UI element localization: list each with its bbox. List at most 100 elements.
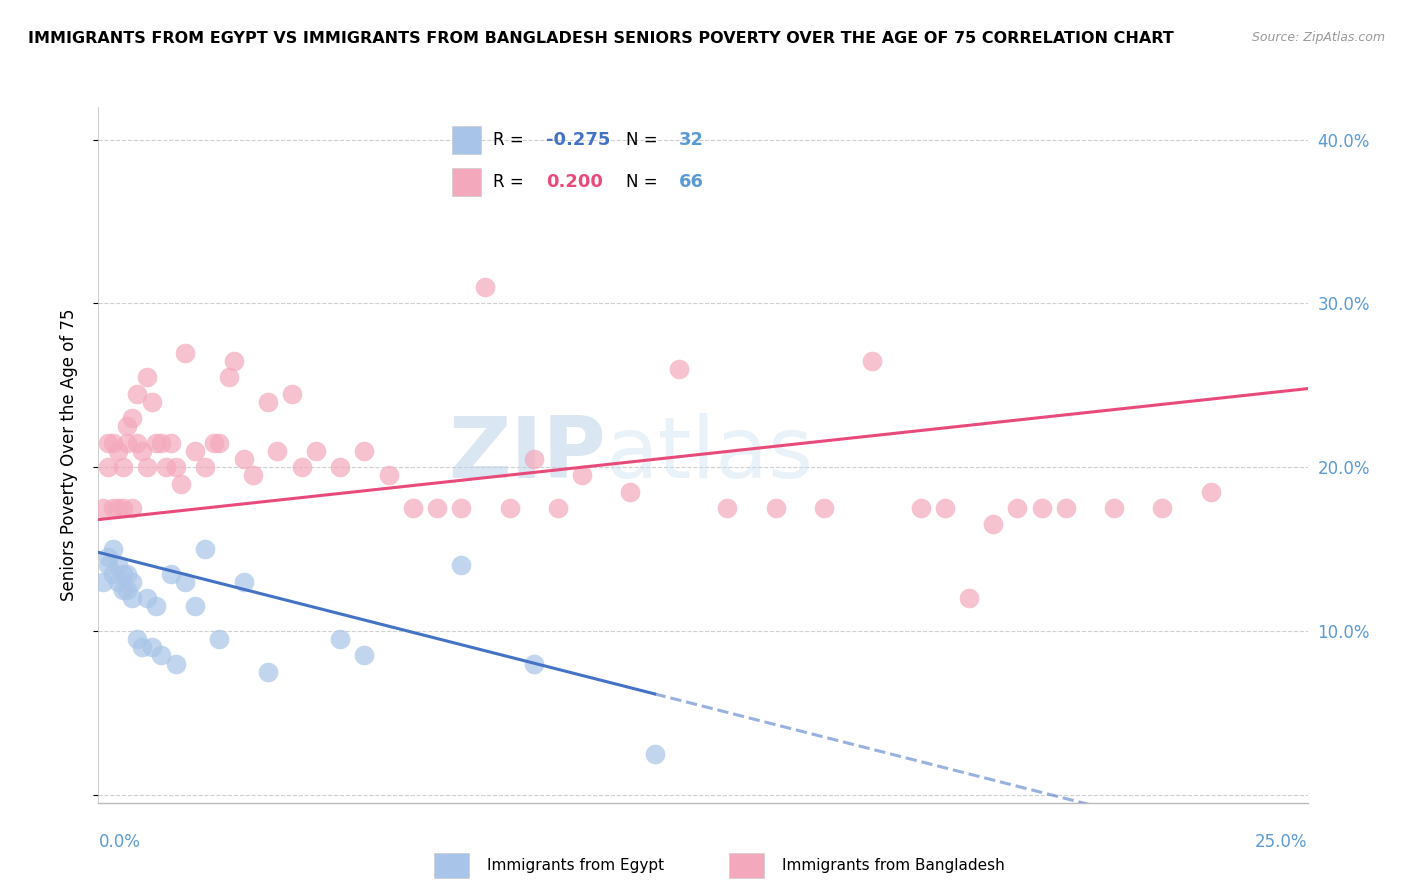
Text: 0.0%: 0.0% [98,833,141,851]
Point [619,484,641,499]
Text: Source: ZipAtlas.com: Source: ZipAtlas.com [1251,31,1385,45]
Point [117,566,139,581]
Point [498,501,520,516]
Point [910,501,932,516]
Point [1031,501,1053,516]
Text: 25.0%: 25.0% [1256,833,1308,851]
Point [1199,484,1222,499]
Point [145,435,167,450]
Point [141,640,163,655]
Point [135,460,157,475]
Point [131,443,153,458]
Point [121,591,143,606]
Point [208,435,231,450]
Point [232,574,254,589]
Point [150,648,173,663]
Point [111,566,134,581]
Point [97,435,120,450]
Point [160,435,183,450]
Point [377,468,399,483]
Point [290,460,312,475]
Point [165,460,187,475]
FancyBboxPatch shape [728,853,765,878]
Point [571,468,593,483]
Point [121,411,143,425]
Point [194,542,217,557]
Point [957,591,980,606]
Point [765,501,787,516]
Point [474,280,496,294]
Point [111,582,134,597]
FancyBboxPatch shape [451,126,481,154]
Point [242,468,264,483]
Point [135,370,157,384]
Point [121,574,143,589]
Point [155,460,177,475]
Point [107,501,129,516]
Point [117,419,139,434]
Text: N =: N = [626,131,662,149]
Point [127,632,149,646]
Point [716,501,738,516]
Point [135,591,157,606]
Text: N =: N = [626,173,662,191]
Point [547,501,569,516]
Point [1054,501,1077,516]
Point [256,394,278,409]
Point [107,443,129,458]
Point [160,566,183,581]
Point [107,558,129,573]
Point [97,460,120,475]
Point [353,443,375,458]
Point [450,501,472,516]
Text: 0.200: 0.200 [546,173,603,191]
Text: 32: 32 [679,131,704,149]
Point [1102,501,1125,516]
Text: Immigrants from Egypt: Immigrants from Egypt [486,858,664,872]
Point [256,665,278,679]
Point [91,501,114,516]
Point [107,574,129,589]
FancyBboxPatch shape [451,168,481,196]
Point [644,747,666,761]
Point [232,452,254,467]
Point [222,353,245,368]
Point [353,648,375,663]
Point [111,460,134,475]
Text: Immigrants from Bangladesh: Immigrants from Bangladesh [782,858,1005,872]
Point [668,362,690,376]
Text: IMMIGRANTS FROM EGYPT VS IMMIGRANTS FROM BANGLADESH SENIORS POVERTY OVER THE AGE: IMMIGRANTS FROM EGYPT VS IMMIGRANTS FROM… [28,31,1174,46]
Point [184,599,207,614]
Point [305,443,328,458]
Point [266,443,288,458]
Point [174,345,197,359]
Point [281,386,304,401]
Point [101,566,124,581]
Text: ZIP: ZIP [449,413,606,497]
Point [174,574,197,589]
Point [813,501,835,516]
Point [101,542,124,557]
Point [91,574,114,589]
Y-axis label: Seniors Poverty Over the Age of 75: Seniors Poverty Over the Age of 75 [59,309,77,601]
Point [169,476,191,491]
Text: R =: R = [494,173,529,191]
Point [426,501,449,516]
Point [127,386,149,401]
Point [145,599,167,614]
Point [934,501,956,516]
Point [1007,501,1029,516]
Point [208,632,231,646]
Point [329,460,352,475]
Text: 66: 66 [679,173,704,191]
Text: atlas: atlas [606,413,814,497]
Point [101,501,124,516]
Point [111,501,134,516]
Point [121,501,143,516]
FancyBboxPatch shape [433,853,470,878]
Point [523,657,546,671]
Point [117,435,139,450]
Point [150,435,173,450]
Text: -0.275: -0.275 [546,131,610,149]
Text: R =: R = [494,131,529,149]
